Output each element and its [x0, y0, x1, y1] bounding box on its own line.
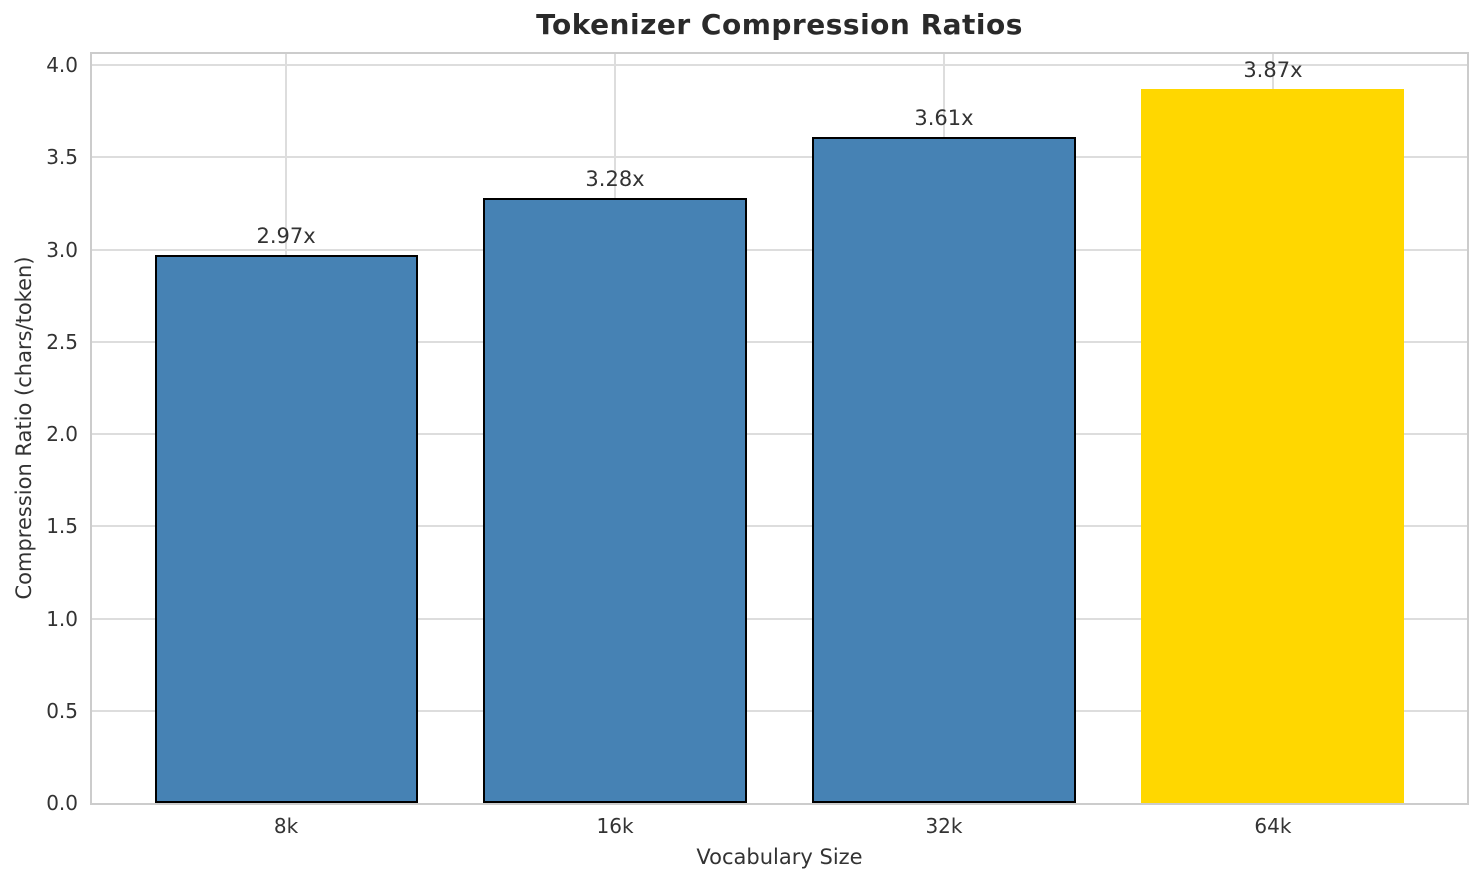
x-tick-label: 16k	[596, 814, 634, 838]
bar-value-label: 3.61x	[914, 106, 974, 131]
y-tick-label: 0.5	[46, 698, 78, 723]
x-tick-label: 64k	[1254, 814, 1292, 838]
y-tick-label: 4.0	[46, 53, 78, 78]
bars: 2.97x 3.28x 3.61x 3.87x	[92, 54, 1467, 803]
y-tick-label: 1.0	[46, 606, 78, 631]
y-tick-label: 3.0	[46, 237, 78, 262]
grid-line-horizontal	[92, 156, 1467, 159]
y-tick-label: 2.0	[46, 422, 78, 447]
y-axis-label: Compression Ratio (chars/token)	[12, 256, 36, 600]
x-tick-label: 8k	[273, 814, 299, 838]
bar-16k	[483, 197, 747, 803]
y-tick-label: 2.5	[46, 329, 78, 354]
grid-line-horizontal	[92, 340, 1467, 343]
grid-line-horizontal	[92, 433, 1467, 436]
y-tick-label: 3.5	[46, 145, 78, 170]
grid-line-horizontal	[92, 525, 1467, 528]
bar-value-label: 3.87x	[1243, 58, 1303, 83]
bar-value-label: 3.28x	[585, 166, 645, 191]
y-tick-label: 1.5	[46, 514, 78, 539]
bar-8k	[154, 255, 418, 803]
x-tick-label: 32k	[925, 814, 963, 838]
bar-value-label: 2.97x	[256, 224, 316, 249]
y-tick-label: 0.0	[46, 791, 78, 815]
bar-64k	[1141, 89, 1405, 803]
x-axis-label: Vocabulary Size	[696, 845, 863, 869]
bar-32k	[812, 137, 1076, 803]
grid-line-horizontal	[92, 248, 1467, 251]
chart-title: Tokenizer Compression Ratios	[536, 8, 1023, 41]
grid-line-horizontal	[92, 617, 1467, 620]
grid-line-horizontal	[92, 64, 1467, 67]
plot-area: 2.97x 3.28x 3.61x 3.87x	[90, 52, 1469, 805]
grid-line-horizontal	[92, 709, 1467, 712]
